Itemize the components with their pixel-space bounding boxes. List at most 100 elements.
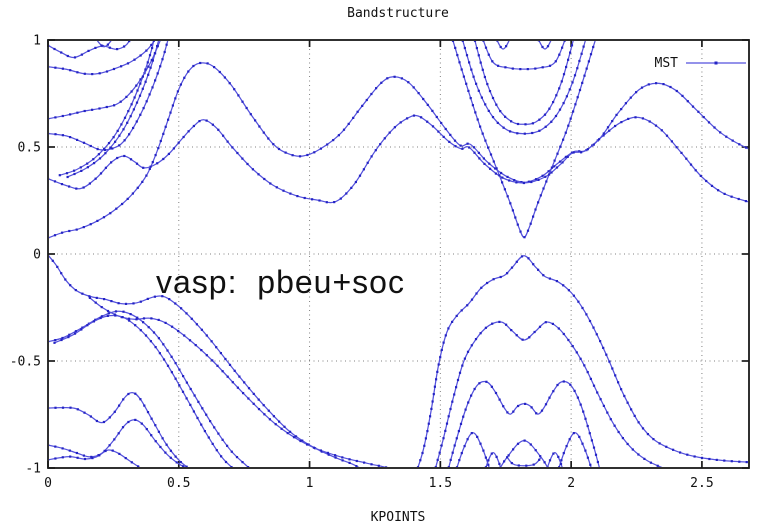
band-point xyxy=(170,355,173,358)
band-point xyxy=(94,318,97,321)
band-point xyxy=(168,36,170,38)
band-point xyxy=(541,66,544,69)
band-point xyxy=(437,363,440,366)
band-point xyxy=(163,50,166,54)
band-point xyxy=(54,133,57,136)
band-point xyxy=(274,423,277,426)
band-point xyxy=(481,68,484,71)
band-point xyxy=(291,154,294,157)
band-point xyxy=(559,145,562,148)
band-funnel-arc-l xyxy=(496,41,510,50)
band-point xyxy=(565,95,568,98)
band-point xyxy=(523,439,526,442)
band-point xyxy=(491,322,494,325)
band-point xyxy=(127,110,130,113)
band-point xyxy=(296,195,299,198)
band-point xyxy=(179,83,182,86)
band-point xyxy=(558,87,561,90)
band-point xyxy=(480,96,483,99)
band-point xyxy=(482,449,485,452)
band-point xyxy=(127,392,130,396)
band-point xyxy=(177,329,180,333)
band-point xyxy=(582,45,585,48)
band-point xyxy=(114,314,117,317)
band-point xyxy=(563,41,566,42)
band-point xyxy=(178,368,181,371)
band-point xyxy=(76,111,79,114)
band-point xyxy=(489,167,492,170)
band-point xyxy=(141,75,144,78)
band-point xyxy=(113,104,116,107)
band-point xyxy=(174,97,177,100)
band-point xyxy=(516,442,520,445)
band-point xyxy=(114,310,118,313)
band-point xyxy=(61,231,64,234)
band-point xyxy=(511,209,514,212)
band-point xyxy=(534,208,537,211)
y-tick-label: 1 xyxy=(33,34,41,49)
band-point xyxy=(520,181,523,184)
band-point xyxy=(429,415,432,418)
band-point xyxy=(86,162,89,165)
band-point xyxy=(151,161,154,164)
band-point xyxy=(67,336,70,339)
band-point xyxy=(118,452,121,455)
band-point xyxy=(126,197,129,200)
band-point xyxy=(60,272,63,275)
band-point xyxy=(162,132,165,135)
band-point xyxy=(136,89,139,92)
band-point xyxy=(73,332,77,335)
band-point xyxy=(82,226,85,229)
band-point xyxy=(496,41,499,42)
band-point xyxy=(130,90,133,93)
band-point xyxy=(117,302,120,305)
band-point xyxy=(606,126,610,129)
band-point xyxy=(282,189,285,192)
band-point xyxy=(596,460,599,464)
band-point xyxy=(556,473,558,475)
band-point xyxy=(543,461,546,464)
band-point xyxy=(730,460,733,463)
band-point xyxy=(620,388,623,391)
band-point xyxy=(203,430,206,433)
band-point xyxy=(581,81,584,84)
band-point xyxy=(178,384,181,387)
band-point xyxy=(641,427,645,430)
band-point xyxy=(92,158,95,161)
band-point xyxy=(444,334,447,337)
band-point xyxy=(620,108,623,111)
band-point xyxy=(470,68,473,71)
band-point xyxy=(294,435,298,438)
band-point xyxy=(209,420,212,423)
band-point xyxy=(174,362,177,365)
band-point xyxy=(526,68,529,71)
band-point xyxy=(506,175,509,178)
band-point xyxy=(738,143,741,146)
band-point xyxy=(56,265,59,268)
band-point xyxy=(73,56,77,59)
band-point xyxy=(189,387,192,391)
band-point xyxy=(164,451,167,454)
band-point xyxy=(589,53,593,56)
band-point xyxy=(100,306,103,309)
band-point xyxy=(113,410,116,413)
band-point xyxy=(334,456,337,459)
band-point xyxy=(166,349,169,352)
band-point xyxy=(103,298,106,301)
band-point xyxy=(83,109,86,113)
band-point xyxy=(104,449,107,453)
band-point xyxy=(189,403,192,406)
band-point xyxy=(488,162,491,165)
band-point xyxy=(675,89,678,93)
band-point xyxy=(529,443,532,446)
band-point xyxy=(111,449,114,452)
band-point xyxy=(73,169,76,172)
band-point xyxy=(327,453,330,456)
band-point xyxy=(615,113,618,116)
band-point xyxy=(139,54,142,57)
band-point xyxy=(541,174,544,177)
band-point xyxy=(552,452,555,455)
band-point xyxy=(348,458,351,461)
band-point xyxy=(499,110,502,113)
band-point xyxy=(630,408,633,411)
